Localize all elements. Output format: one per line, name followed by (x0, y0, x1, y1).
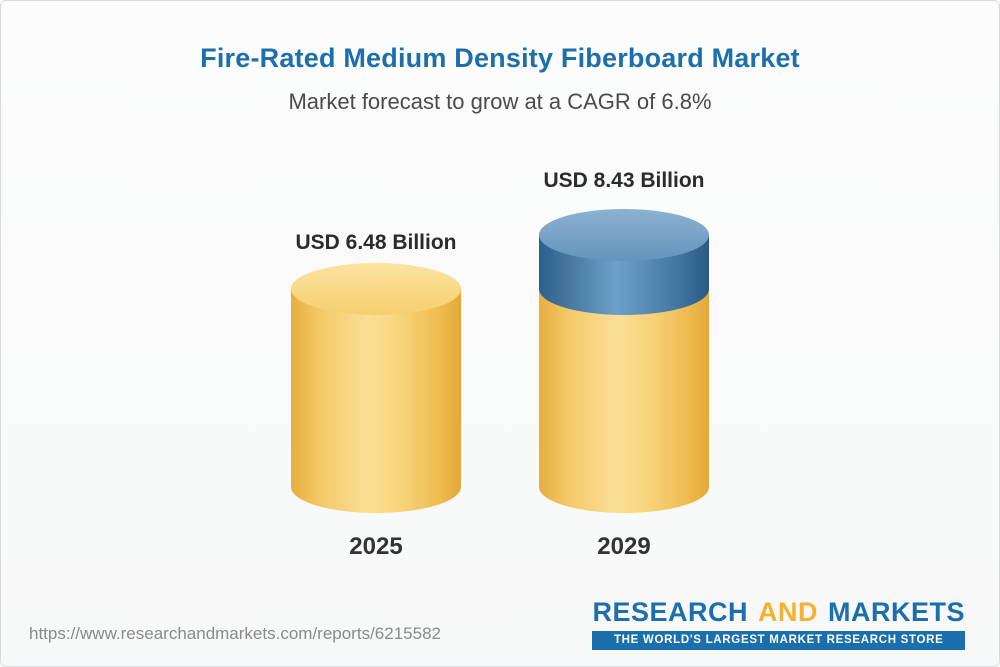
logo-wordmark: RESEARCH AND MARKETS (592, 597, 965, 628)
logo-tagline: THE WORLD'S LARGEST MARKET RESEARCH STOR… (592, 631, 965, 650)
logo-word-markets: MARKETS (828, 597, 965, 627)
bar-value-label-2029: USD 8.43 Billion (543, 169, 705, 192)
chart-title: Fire-Rated Medium Density Fiberboard Mar… (200, 43, 800, 73)
research-and-markets-logo: RESEARCH AND MARKETS THE WORLD'S LARGEST… (592, 597, 965, 650)
x-axis-label-2029: 2029 (597, 533, 651, 560)
bar-2029-top-ellipse (539, 209, 709, 261)
bar-cylinder-2025 (291, 263, 461, 513)
chart-subtitle: Market forecast to grow at a CAGR of 6.8… (288, 89, 712, 114)
bar-2029-yellow-segment (539, 289, 709, 513)
bar-value-label-2025: USD 6.48 Billion (295, 231, 457, 254)
bar-cylinder-2029 (539, 209, 709, 513)
logo-word-and: AND (758, 597, 818, 627)
bar-2025-top-ellipse (291, 263, 461, 315)
bar-2025-body (291, 289, 461, 513)
x-axis-label-2025: 2025 (349, 533, 403, 560)
report-url-link[interactable]: https://www.researchandmarkets.com/repor… (29, 624, 441, 643)
logo-word-research: RESEARCH (592, 597, 748, 627)
